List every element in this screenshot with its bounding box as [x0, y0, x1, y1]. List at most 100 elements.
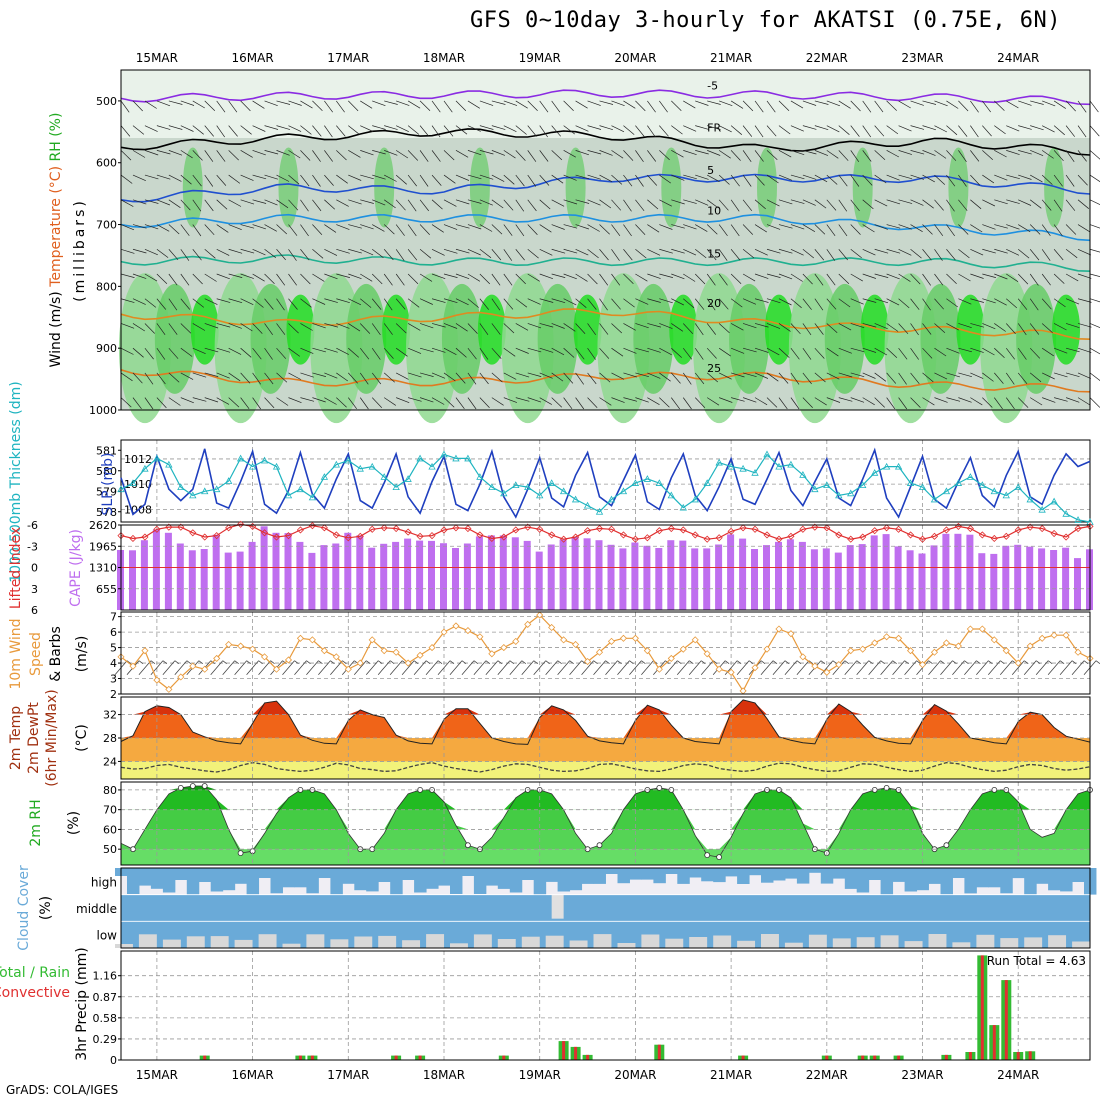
wind-barb	[527, 347, 542, 353]
wind-barb	[850, 323, 865, 329]
wind-speed-point	[536, 611, 544, 619]
wind-barb	[695, 100, 709, 106]
wind-barb	[862, 248, 876, 256]
y-tick-label: 80	[103, 784, 117, 797]
wind-barb	[611, 372, 625, 380]
lifted-index-point	[560, 535, 568, 543]
thickness-point	[464, 454, 472, 462]
cloud-high-bar	[186, 868, 200, 895]
wind-barb	[659, 397, 670, 408]
wind-barb-flag	[377, 660, 383, 665]
cloud-high-bar	[904, 868, 918, 892]
wind-barb	[958, 150, 967, 163]
cloud-high-bar	[641, 868, 654, 880]
thickness-point	[224, 477, 233, 484]
wind-barb	[611, 397, 625, 403]
wind-barb-10m	[880, 660, 893, 675]
thickness-point	[1038, 505, 1046, 513]
wind-barb	[599, 199, 612, 209]
cape-bar	[978, 553, 986, 610]
wind-barb	[575, 199, 590, 204]
wind-barb	[934, 150, 947, 159]
cloud-high-bar	[138, 868, 152, 886]
wind-speed-point	[739, 687, 747, 695]
wind-barb	[862, 323, 877, 328]
wind-barb	[1089, 397, 1100, 408]
wind-barb	[252, 100, 265, 109]
wind-barb	[1053, 224, 1063, 237]
wind-barb	[802, 174, 817, 180]
date-label-top: 19MAR	[519, 51, 561, 65]
thickness-point	[189, 491, 197, 499]
wind-barb	[264, 273, 275, 285]
temperature-contour	[120, 213, 1091, 242]
wind-barb	[575, 174, 590, 180]
wind-barb	[192, 323, 206, 331]
wind-barb	[407, 174, 417, 187]
wind-barb	[910, 273, 921, 285]
wind-barb	[216, 273, 230, 280]
wind-barb	[455, 273, 470, 280]
wind-barb	[575, 273, 588, 282]
wind-barb	[671, 397, 680, 410]
wind-barb	[623, 199, 632, 212]
wind-barb	[336, 125, 346, 137]
lifted-index-point	[942, 526, 951, 534]
wind-barb	[970, 298, 984, 303]
wind-barb	[384, 125, 398, 130]
wind-barb	[360, 125, 374, 132]
cape-bar	[1014, 544, 1022, 610]
thickness-point	[739, 464, 747, 472]
wind-barb	[754, 224, 767, 233]
precip-convective-bar	[1028, 1051, 1032, 1060]
cape-bar	[392, 541, 400, 610]
wind-barb	[431, 323, 446, 328]
cape-bar	[870, 535, 878, 610]
lifted-index-point	[524, 523, 532, 531]
rh-moist-cell	[669, 294, 698, 365]
wind-barb	[742, 248, 755, 259]
wind-barb	[790, 298, 802, 309]
cloud-low-gap	[354, 936, 373, 948]
wind-barb	[958, 199, 968, 211]
cape-bar	[607, 544, 615, 610]
wind-barb	[407, 199, 417, 212]
thickness-point	[990, 487, 998, 495]
wind-barb	[120, 125, 131, 137]
wind-barb	[132, 323, 145, 332]
wind-barb	[683, 100, 696, 109]
wind-barb-flag	[605, 660, 610, 665]
wind-barb	[802, 150, 817, 155]
wind-barb	[264, 323, 273, 336]
wind-barb	[718, 347, 731, 357]
thickness-point	[1002, 491, 1010, 499]
wind-barb	[467, 100, 480, 109]
wind-barb	[419, 298, 433, 305]
wind-barb	[982, 125, 992, 137]
lifted-index-point	[787, 532, 795, 540]
wind-barb	[527, 397, 542, 403]
wind-barb	[491, 372, 503, 383]
wind-barb	[431, 199, 443, 210]
wind-barb	[180, 323, 192, 334]
wind-barb	[682, 372, 692, 385]
wind-barb	[731, 372, 745, 378]
wind-barb-flag	[222, 660, 227, 665]
wind-barb-flag	[820, 660, 826, 665]
wind-barb	[383, 199, 396, 209]
wind-barb	[515, 372, 530, 378]
cloud-high-bar	[976, 868, 989, 888]
legend-total: Total / Rain	[0, 965, 70, 981]
wind-speed-point	[1002, 647, 1010, 655]
wind-barb	[790, 174, 805, 180]
wind-barb	[910, 298, 920, 310]
cape-bar	[416, 540, 424, 610]
wind-barb-flag	[1083, 660, 1089, 665]
cloud-low-gap	[234, 939, 253, 948]
wind-barb	[611, 347, 624, 357]
wind-barb	[168, 323, 178, 335]
lifted-index-point	[918, 535, 927, 543]
wind-barb	[168, 249, 179, 261]
wind-barb	[730, 249, 741, 261]
wind-barb	[312, 224, 323, 236]
